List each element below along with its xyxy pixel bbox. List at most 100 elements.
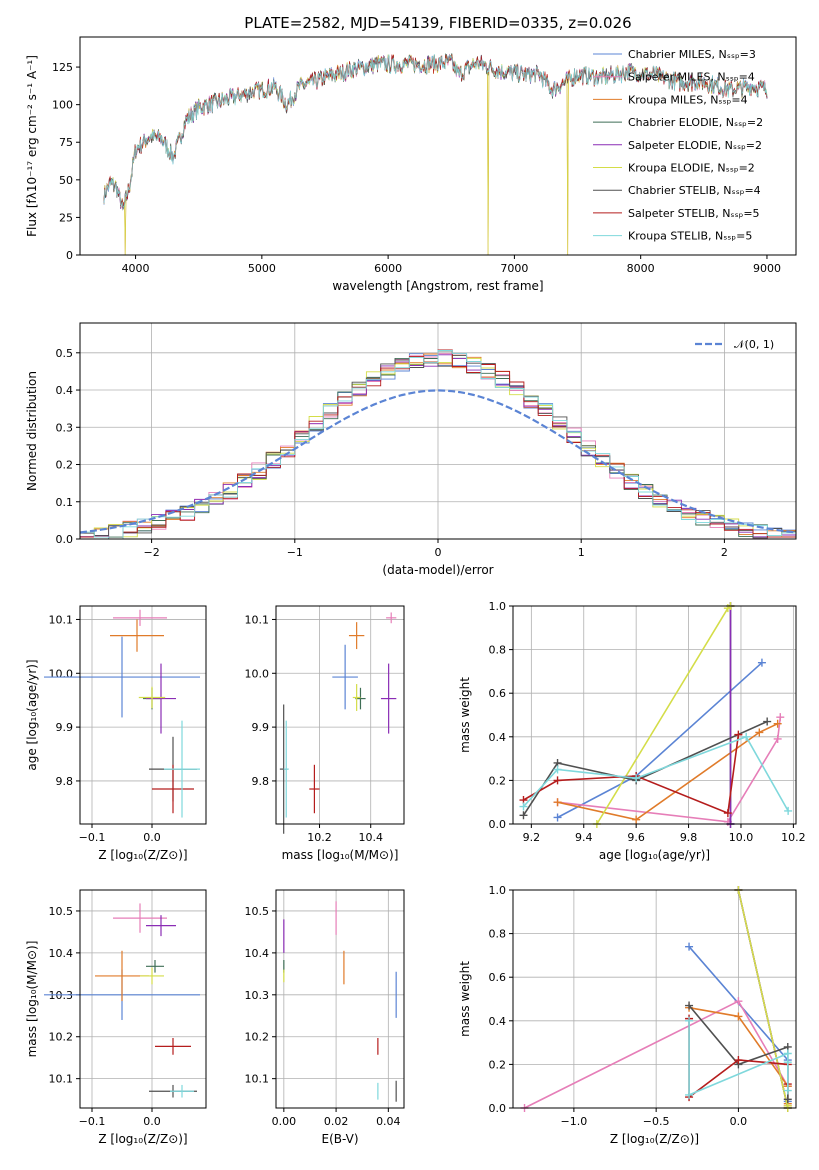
- x-tick-label: 7000: [500, 262, 528, 275]
- y-tick-label: 9.8: [252, 775, 270, 788]
- y-axis-label: Flux [fλ10⁻¹⁷ erg cm⁻² s⁻¹ A⁻¹]: [25, 55, 39, 237]
- legend-entry: Kroupa MILES, Nₛₛₚ=4: [628, 93, 748, 106]
- y-tick-label: 0.8: [489, 928, 507, 941]
- chart-title: PLATE=2582, MJD=54139, FIBERID=0335, z=0…: [244, 14, 631, 32]
- legend-entry: Kroupa STELIB, Nₛₛₚ=5: [628, 230, 752, 243]
- x-tick-label: 0.0: [730, 1115, 748, 1128]
- y-tick-label: 0.3: [56, 421, 74, 434]
- panel-mass_vs_Z: −0.1 0.010.110.210.310.410.5Z [log₁₀(Z/Z⊙…: [25, 889, 207, 1146]
- weight-point-marker: [757, 658, 766, 667]
- y-tick-label: 1.0: [489, 884, 507, 897]
- x-axis-label: Z [log₁₀(Z/Z⊙)]: [98, 1132, 187, 1146]
- x-axis-label: age [log₁₀(age/yr)]: [599, 848, 710, 862]
- weight-point-marker: [632, 774, 641, 783]
- plot-frame: [512, 605, 797, 825]
- y-tick-label: 0.4: [489, 731, 507, 744]
- plot-frame: [275, 889, 405, 1109]
- y-tick-label: 0.6: [489, 971, 507, 984]
- normal-reference-curve: [79, 389, 797, 534]
- x-tick-label: 9.8: [680, 831, 698, 844]
- x-tick-label: 10.4: [358, 831, 383, 844]
- x-tick-label: 5000: [248, 262, 276, 275]
- y-axis-label: Normed distribution: [25, 371, 39, 491]
- y-tick-label: 10.4: [245, 947, 270, 960]
- y-tick-label: 10.3: [245, 989, 270, 1002]
- weight-point-marker: [734, 1056, 743, 1065]
- panel-weights_vs_Z: −1.0 −0.5 0.0 0.0 0.2 0.4 0.6 0.8 1.0 Z [log₁₀(Z/…: [458, 884, 797, 1146]
- y-tick-label: 0.4: [56, 384, 74, 397]
- y-tick-label: 0.5: [56, 347, 74, 360]
- weight-series-line: [557, 722, 779, 821]
- legend-entry: Salpeter ELODIE, Nₛₛₚ=2: [628, 139, 762, 152]
- weight-point-marker: [742, 732, 751, 741]
- x-tick-label: 9.2: [523, 831, 541, 844]
- spectrum-series-line: [103, 54, 768, 256]
- weight-series-line: [557, 717, 782, 823]
- x-tick-label: −0.1: [79, 1115, 106, 1128]
- y-tick-label: 0.2: [489, 1058, 507, 1071]
- y-tick-label: 0.8: [489, 644, 507, 657]
- y-tick-label: 10.4: [49, 947, 74, 960]
- y-tick-label: 10.0: [49, 667, 74, 680]
- y-tick-label: 9.8: [56, 775, 74, 788]
- x-axis-label: Z [log₁₀(Z/Z⊙)]: [98, 848, 187, 862]
- x-tick-label: 10.0: [729, 831, 754, 844]
- y-tick-label: 0.0: [56, 533, 74, 546]
- weight-point-marker: [783, 1095, 792, 1104]
- x-axis-label: (data-model)/error: [382, 563, 493, 577]
- x-tick-label: 4000: [122, 262, 150, 275]
- histogram-series-step: [80, 354, 796, 539]
- y-tick-label: 10.1: [49, 613, 74, 626]
- weight-point-marker: [773, 719, 782, 728]
- x-tick-label: −1: [287, 546, 303, 559]
- weight-point-marker: [763, 717, 772, 726]
- weight-point-marker: [773, 734, 782, 743]
- x-tick-label: −1.0: [561, 1115, 588, 1128]
- legend-entry: Salpeter MILES, Nₛₛₚ=4: [628, 71, 755, 84]
- weight-point-marker: [734, 997, 743, 1006]
- weight-point-marker: [783, 1058, 792, 1067]
- x-tick-label: −0.5: [643, 1115, 670, 1128]
- y-tick-label: 10.5: [49, 905, 74, 918]
- y-tick-label: 0: [66, 249, 73, 262]
- legend-entry: Chabrier ELODIE, Nₛₛₚ=2: [628, 116, 763, 129]
- x-tick-label: 0.02: [324, 1115, 349, 1128]
- x-tick-label: 6000: [374, 262, 402, 275]
- y-tick-label: 10.2: [245, 1031, 270, 1044]
- x-tick-label: 8000: [627, 262, 655, 275]
- x-tick-label: 0.0: [143, 1115, 161, 1128]
- weight-point-marker: [632, 815, 641, 824]
- weight-point-marker: [519, 811, 528, 820]
- weight-series-line: [596, 605, 732, 825]
- x-tick-label: 10.2: [781, 831, 806, 844]
- y-tick-label: 0.2: [489, 774, 507, 787]
- y-tick-label: 0.4: [489, 1015, 507, 1028]
- weight-point-marker: [553, 813, 562, 822]
- weight-point-marker: [784, 806, 793, 815]
- weight-point-marker: [776, 713, 785, 722]
- histogram-series-step: [80, 350, 796, 540]
- panel-mass_vs_ebv: 0.00 0.02 0.04 10.1 10.2 10.3 10.4 10.5 E(B-V): [245, 889, 405, 1146]
- legend-entry: 𝒩(0, 1): [734, 338, 774, 351]
- y-tick-label: 9.9: [252, 721, 270, 734]
- y-tick-label: 1.0: [489, 600, 507, 613]
- x-axis-label: wavelength [Angstrom, rest frame]: [332, 279, 543, 293]
- weight-point-marker: [685, 942, 694, 951]
- x-axis-label: Z [log₁₀(Z/Z⊙)]: [610, 1132, 699, 1146]
- weight-point-marker: [783, 1086, 792, 1095]
- plot-frame: [79, 605, 207, 825]
- x-axis-label: mass [log₁₀(M/M⊙)]: [282, 848, 399, 862]
- weight-point-marker: [734, 730, 743, 739]
- weight-point-marker: [685, 1090, 694, 1099]
- spectrum-series-line: [103, 54, 768, 208]
- weight-point-marker: [685, 1016, 694, 1025]
- y-tick-label: 0.2: [56, 459, 74, 472]
- legend-entry: Chabrier MILES, Nₛₛₚ=3: [628, 48, 756, 61]
- weight-point-marker: [519, 802, 528, 811]
- panel-age_vs_mass: 10.2 10.4 9.8 9.9 10.0 10.1 mass [log₁₀(M/M⊙)]: [245, 605, 405, 862]
- x-tick-label: 10.2: [307, 831, 332, 844]
- panel-residuals: −2 −1 0 1 2 0.0 0.1 0.2 0.3 0.4 0.5 (data-model)/er…: [25, 322, 797, 577]
- x-tick-label: −2: [143, 546, 159, 559]
- x-tick-label: 0.0: [143, 831, 161, 844]
